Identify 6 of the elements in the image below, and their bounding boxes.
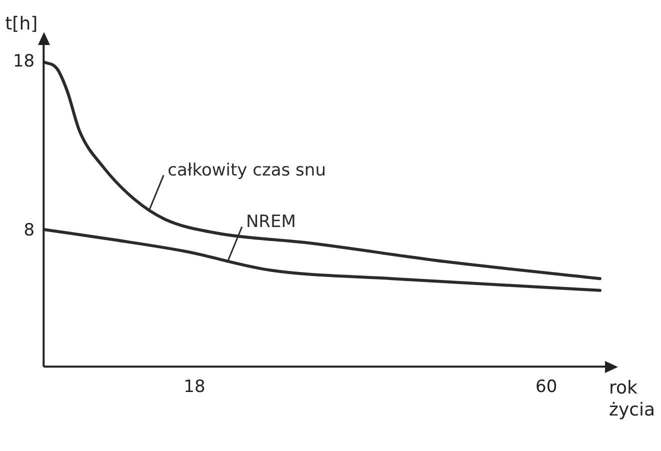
- x-tick-label: 60: [536, 377, 558, 398]
- y-axis-title: t[h]: [5, 14, 38, 35]
- text: całkowity czas snu: [168, 160, 326, 181]
- y-tick-label: 8: [24, 220, 35, 241]
- x-axis-title: rok życia: [609, 377, 656, 420]
- series-label: NREM: [246, 212, 296, 232]
